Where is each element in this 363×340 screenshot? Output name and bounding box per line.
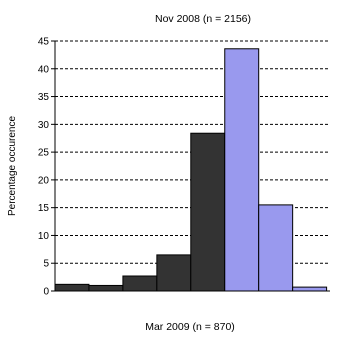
histogram-bar: [258, 204, 294, 292]
histogram-bar: [156, 254, 192, 292]
y-tick-label: 40: [38, 64, 50, 75]
y-tick-label: 25: [38, 148, 50, 159]
y-tick-label: 5: [43, 259, 49, 270]
y-tick-label: 20: [38, 175, 50, 186]
bars: [54, 48, 328, 292]
y-tick-label: 10: [38, 231, 50, 242]
histogram-bar: [122, 275, 158, 292]
y-axis-ticks: 0 5 10 15 20 25 30 35 40 45: [38, 37, 55, 298]
y-tick-label: 35: [38, 92, 50, 103]
y-axis-label: Percentage occurence: [7, 116, 18, 217]
histogram-bar: [190, 132, 226, 292]
y-tick-label: 0: [43, 287, 49, 298]
chart-title: Nov 2008 (n = 2156): [155, 13, 251, 25]
histogram-bar: [292, 286, 328, 292]
y-tick-label: 45: [38, 37, 50, 48]
histogram-bar: [54, 283, 90, 292]
y-tick-label: 30: [38, 120, 50, 131]
y-tick-label: 15: [38, 203, 50, 214]
bottom-title: Mar 2009 (n = 870): [145, 321, 235, 333]
histogram-bar: [88, 284, 124, 292]
histogram-bar: [224, 48, 260, 292]
